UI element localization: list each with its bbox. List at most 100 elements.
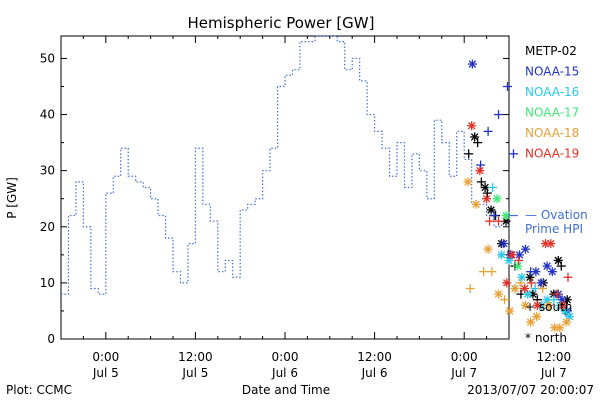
south-point xyxy=(549,295,559,305)
north-point xyxy=(482,194,492,204)
legend-entry: NOAA-18 xyxy=(525,126,579,140)
north-point xyxy=(532,300,542,310)
x-tick-time: 0:00 xyxy=(272,350,299,364)
footer-timestamp: 2013/07/07 20:00:07 xyxy=(467,383,594,397)
north-point xyxy=(483,244,493,254)
x-tick-day: Jul 5 xyxy=(181,366,208,380)
north-point xyxy=(520,300,530,310)
footer-credit: Plot: CCMC xyxy=(6,383,72,397)
x-tick-time: 12:00 xyxy=(537,350,572,364)
south-point xyxy=(482,188,492,198)
x-tick-day: Jul 5 xyxy=(92,366,119,380)
north-point xyxy=(463,177,473,187)
north-point xyxy=(492,194,502,204)
north-point xyxy=(542,261,552,271)
x-tick-time: 12:00 xyxy=(357,350,392,364)
south-point xyxy=(465,284,475,293)
x-axis: 0:00 Jul 5 12:00 Jul 5 0:00 Jul 6 12:00 Jul 6 0:… xyxy=(60,36,572,380)
y-tick-label: 0 xyxy=(47,332,55,346)
north-point xyxy=(470,132,480,142)
chart-title: Hemispheric Power [GW] xyxy=(188,14,375,32)
ovation-hpi-line xyxy=(61,35,510,295)
x-axis-label: Date and Time xyxy=(242,383,330,397)
y-axis-label: P [GW] xyxy=(5,177,19,219)
legend: METP-02 NOAA-15 NOAA-16 NOAA-17 NOAA-18 NOAA-… xyxy=(525,44,579,161)
north-point xyxy=(467,59,477,69)
north-point xyxy=(494,289,504,299)
ovation-legend-line1: — Ovation xyxy=(525,208,588,222)
y-tick-label: 50 xyxy=(40,51,55,65)
ovation-legend-line2: Prime HPI xyxy=(525,222,583,236)
satellite-points xyxy=(463,59,574,333)
x-tick-time: 12:00 xyxy=(178,350,213,364)
south-point xyxy=(485,216,495,226)
north-point xyxy=(471,199,481,209)
north-point xyxy=(561,317,571,327)
north-point xyxy=(486,205,496,215)
south-point xyxy=(514,255,524,265)
plot-frame xyxy=(60,35,510,340)
south-point xyxy=(487,267,497,277)
north-point xyxy=(526,317,536,327)
north-point xyxy=(525,272,535,282)
south-marker-legend: + south xyxy=(525,300,572,314)
south-point xyxy=(556,261,566,271)
south-point xyxy=(500,295,510,305)
north-point xyxy=(558,300,568,310)
south-point xyxy=(503,82,513,91)
y-tick-label: 20 xyxy=(40,220,55,234)
south-point xyxy=(538,284,548,293)
south-point xyxy=(479,267,489,277)
north-point xyxy=(536,278,546,288)
south-point xyxy=(473,138,483,148)
x-tick-time: 0:00 xyxy=(92,350,119,364)
north-point xyxy=(544,300,554,310)
north-point xyxy=(505,306,515,316)
south-point xyxy=(526,278,536,288)
x-tick-day: Jul 6 xyxy=(271,366,298,380)
x-tick-time: 0:00 xyxy=(451,350,478,364)
south-point xyxy=(515,278,525,288)
north-point xyxy=(507,250,517,260)
legend-entry: NOAA-15 xyxy=(525,65,579,79)
north-marker-legend: * north xyxy=(525,331,567,345)
y-axis: 0 10 20 30 40 50 xyxy=(40,51,509,346)
south-point xyxy=(464,149,474,159)
south-point xyxy=(494,110,504,120)
north-point xyxy=(497,250,507,260)
north-point xyxy=(531,267,541,277)
north-point xyxy=(546,239,556,249)
south-point xyxy=(494,216,504,226)
south-point xyxy=(476,160,486,170)
x-tick-day: Jul 7 xyxy=(450,366,477,380)
north-point xyxy=(513,261,523,271)
north-point xyxy=(520,284,530,293)
north-point xyxy=(517,272,527,282)
legend-entry: NOAA-17 xyxy=(525,106,579,120)
x-tick-day: Jul 7 xyxy=(540,366,567,380)
south-point xyxy=(489,211,499,221)
y-tick-label: 30 xyxy=(40,164,55,178)
south-point xyxy=(483,126,493,136)
north-point xyxy=(555,323,565,333)
north-point xyxy=(510,284,520,293)
legend-entry: NOAA-16 xyxy=(525,85,579,99)
north-point xyxy=(467,121,477,131)
north-point xyxy=(475,166,485,176)
x-tick-day: Jul 6 xyxy=(361,366,388,380)
north-point xyxy=(502,278,512,288)
south-point xyxy=(508,149,518,159)
south-point xyxy=(476,177,486,187)
south-point xyxy=(563,272,573,282)
north-point xyxy=(520,244,530,254)
y-tick-label: 40 xyxy=(40,108,55,122)
north-point xyxy=(499,239,509,249)
north-point xyxy=(542,295,552,305)
south-point xyxy=(552,289,562,299)
north-point xyxy=(532,312,542,322)
north-point xyxy=(553,255,563,265)
north-point xyxy=(547,267,557,277)
y-tick-label: 10 xyxy=(40,276,55,290)
